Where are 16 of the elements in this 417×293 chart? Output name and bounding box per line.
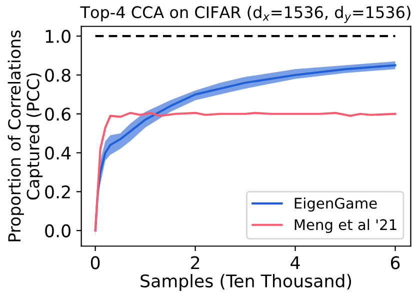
x-tick-label: 0 — [90, 256, 100, 270]
legend-label: EigenGame — [294, 197, 377, 212]
x-tick-label: 4 — [290, 256, 300, 270]
line-series — [94, 112, 396, 232]
chart-title: Top-4 CCA on CIFAR (d$_{x}$=1536, d$_{y}$=1536) — [80, 6, 410, 23]
y-tick-label: 0.6 — [45, 108, 70, 121]
x-tick-label: 6 — [390, 256, 400, 270]
y-tick-label: 0.2 — [45, 185, 70, 199]
y-axis-title: Proportion of Correlations Captured (PCC) — [8, 30, 43, 242]
y-tick-label: 0.0 — [45, 224, 70, 238]
x-tick-label: 2 — [191, 256, 200, 270]
y-tick-label: 0.4 — [45, 146, 71, 160]
y-tick-label: 1.0 — [46, 30, 70, 43]
y-tick-label: 0.8 — [45, 68, 70, 82]
legend-label: Meng et al '21 — [294, 218, 396, 233]
x-axis-title: Samples (Ten Thousand) — [140, 274, 352, 291]
